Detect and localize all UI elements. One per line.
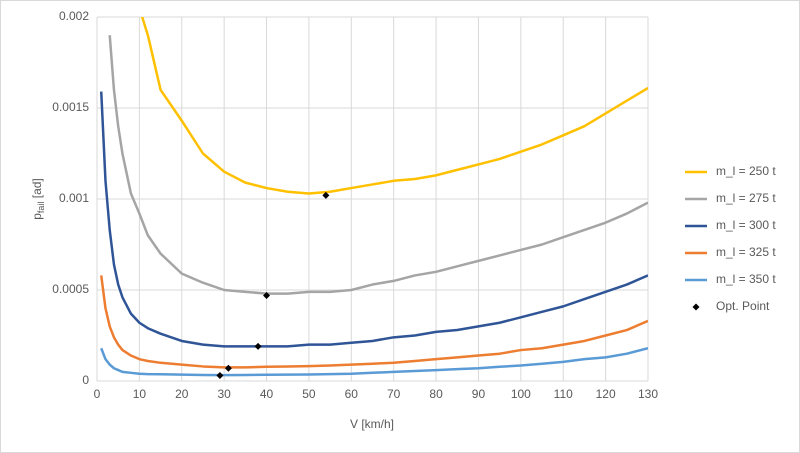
legend-label: m_l = 325 t (716, 245, 776, 259)
legend-label: m_l = 250 t (716, 164, 776, 178)
x-tick-label: 10 (133, 387, 147, 401)
opt-point (263, 291, 271, 299)
series-line (100, 347, 648, 377)
y-tick-label: 0.001 (59, 191, 89, 205)
x-tick-label: 30 (217, 387, 231, 401)
y-label-rest: [ad] (30, 178, 44, 201)
opt-point (254, 342, 262, 350)
opt-point (216, 372, 224, 380)
x-tick-label: 80 (429, 387, 443, 401)
x-tick-label: 130 (638, 387, 658, 401)
y-tick-label: 0.0015 (52, 100, 89, 114)
x-axis-label: V [km/h] (350, 417, 394, 431)
y-tick-label: 0 (82, 373, 89, 387)
opt-point (224, 364, 232, 372)
legend-swatch (692, 303, 700, 311)
x-tick-label: 70 (387, 387, 401, 401)
legend-label: m_l = 350 t (716, 272, 776, 286)
x-tick-label: 60 (345, 387, 359, 401)
y-label-base: p (30, 213, 44, 220)
x-tick-label: 50 (302, 387, 316, 401)
x-tick-label: 40 (260, 387, 274, 401)
series-line (99, 275, 648, 369)
series-line (108, 35, 648, 295)
opt-point (322, 191, 330, 199)
grid: 0 0.0005 0.001 0.0015 0.002 0 10 20 30 40 50 60 70 80… (52, 9, 658, 401)
y-label-sub: fail (36, 202, 46, 214)
series-line (99, 91, 648, 348)
plot-area (99, 17, 648, 380)
y-tick-label: 0.002 (59, 9, 89, 23)
legend-label: m_l = 300 t (716, 218, 776, 232)
y-axis-label: pfail [ad] (30, 178, 46, 220)
x-tick-label: 90 (472, 387, 486, 401)
x-tick-label: 110 (554, 387, 573, 401)
legend-label: Opt. Point (716, 299, 770, 313)
x-tick-label: 20 (175, 387, 189, 401)
x-tick-label: 100 (511, 387, 531, 401)
legend: m_l = 250 t m_l = 275 t m_l = 300 t m_l = 3… (685, 164, 776, 313)
y-tick-label: 0.0005 (52, 282, 89, 296)
series-line (140, 17, 648, 195)
x-tick-label: 120 (596, 387, 616, 401)
legend-label: m_l = 275 t (716, 191, 776, 205)
x-tick-label: 0 (94, 387, 101, 401)
